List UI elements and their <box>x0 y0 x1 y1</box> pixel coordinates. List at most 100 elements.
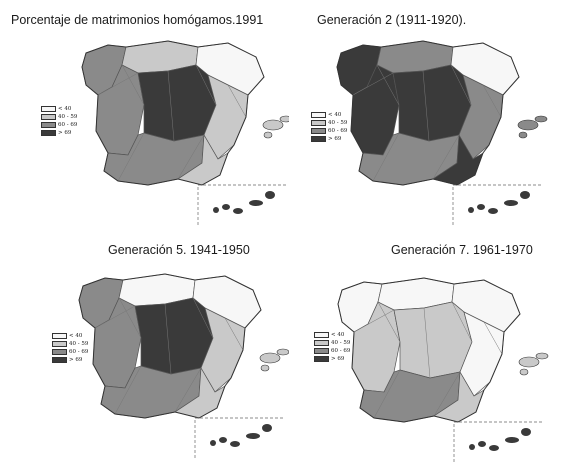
canary-island <box>520 191 530 199</box>
canary-island <box>230 441 240 447</box>
legend-swatch <box>314 332 329 338</box>
legend-label: < 40 <box>69 333 83 339</box>
province-border <box>174 367 202 413</box>
balearic-island <box>518 356 540 368</box>
balearic-island <box>260 364 270 372</box>
province-border <box>353 309 395 333</box>
province-border <box>422 70 430 142</box>
coastline <box>336 40 520 186</box>
legend-item: 40 - 59 <box>52 340 88 348</box>
canary-island <box>478 441 486 447</box>
panel-title: Generación 2 (1911-1920). <box>317 13 467 27</box>
legend-label: 40 - 59 <box>328 120 348 126</box>
coastline <box>78 273 262 419</box>
province-border <box>177 134 205 180</box>
province-border <box>227 84 247 118</box>
province-border <box>118 297 142 339</box>
province-border <box>450 64 472 106</box>
province-border <box>372 132 400 182</box>
map-panel: Generación 7. 1961-1970 < 40 40 - 59 60 - 6… <box>289 232 578 463</box>
legend-label: > 69 <box>69 357 83 363</box>
legend-swatch <box>52 349 67 355</box>
legend-label: 60 - 69 <box>58 122 78 128</box>
canary-island <box>249 200 263 206</box>
balearic-island <box>534 115 548 123</box>
canary-island <box>222 204 230 210</box>
balearic-island <box>262 119 284 131</box>
legend-swatch <box>41 106 56 112</box>
province-border <box>164 303 172 375</box>
balearic-island <box>263 131 273 139</box>
canary-island <box>233 208 243 214</box>
map-legend: < 40 40 - 59 60 - 69 > 69 <box>311 111 347 143</box>
canary-island <box>468 207 474 213</box>
legend-swatch <box>52 357 67 363</box>
province-border <box>451 301 473 343</box>
legend-label: > 69 <box>331 356 345 362</box>
province-border <box>352 72 394 96</box>
legend-label: < 40 <box>328 112 342 118</box>
canary-inset-frame <box>194 417 285 458</box>
map-legend: < 40 40 - 59 60 - 69 > 69 <box>52 332 88 364</box>
legend-item: 60 - 69 <box>41 121 77 129</box>
legend-swatch <box>311 112 326 118</box>
legend-swatch <box>52 333 67 339</box>
province-border <box>224 317 244 351</box>
spain-choropleth-map <box>78 273 289 458</box>
canary-island <box>504 200 518 206</box>
balearic-island <box>535 352 549 360</box>
legend-item: > 69 <box>52 356 88 364</box>
panel-title: Porcentaje de matrimonios homógamos.1991 <box>11 13 264 27</box>
legend-item: 40 - 59 <box>41 113 77 121</box>
province-border <box>483 321 503 355</box>
canary-inset-frame <box>452 184 543 225</box>
coastline <box>81 40 265 186</box>
canary-inset-frame <box>453 421 544 462</box>
canary-island <box>265 191 275 199</box>
legend-label: > 69 <box>58 130 72 136</box>
balearic-island <box>518 131 528 139</box>
province-border <box>195 64 217 106</box>
legend-swatch <box>41 114 56 120</box>
province-border <box>376 64 400 106</box>
map-panel: Generación 5. 1941-1950 < 40 40 - 59 60 - 6… <box>0 232 289 463</box>
legend-swatch <box>41 130 56 136</box>
legend-item: 60 - 69 <box>52 348 88 356</box>
map-legend: < 40 40 - 59 60 - 69 > 69 <box>314 331 350 363</box>
legend-item: > 69 <box>311 135 347 143</box>
coastline <box>337 277 521 423</box>
legend-label: 40 - 59 <box>58 114 78 120</box>
canary-island <box>489 445 499 451</box>
map-panel: Porcentaje de matrimonios homógamos.1991… <box>0 0 289 231</box>
legend-label: 40 - 59 <box>331 340 351 346</box>
province-border <box>114 365 142 415</box>
legend-item: 60 - 69 <box>311 127 347 135</box>
legend-swatch <box>314 340 329 346</box>
balearic-island <box>259 352 281 364</box>
balearic-island <box>276 348 289 356</box>
legend-item: < 40 <box>52 332 88 340</box>
legend-label: > 69 <box>328 136 342 142</box>
province-border <box>423 307 431 379</box>
canary-island <box>477 204 485 210</box>
spain-choropleth-map <box>336 40 548 225</box>
province-border <box>192 297 214 339</box>
legend-swatch <box>41 122 56 128</box>
canary-island <box>469 444 475 450</box>
legend-label: 60 - 69 <box>331 348 351 354</box>
balearic-island <box>517 119 539 131</box>
legend-swatch <box>314 356 329 362</box>
legend-item: 40 - 59 <box>311 119 347 127</box>
panel-title: Generación 5. 1941-1950 <box>108 243 250 257</box>
province-border <box>482 84 502 118</box>
province-border <box>94 305 136 329</box>
province-border <box>167 70 175 142</box>
legend-label: 60 - 69 <box>69 349 89 355</box>
province-border <box>117 132 145 182</box>
province-border <box>373 369 401 419</box>
spain-choropleth-map <box>337 277 549 462</box>
balearic-island <box>279 115 289 123</box>
province-border <box>377 301 401 343</box>
canary-inset-frame <box>197 184 288 225</box>
canary-island <box>246 433 260 439</box>
